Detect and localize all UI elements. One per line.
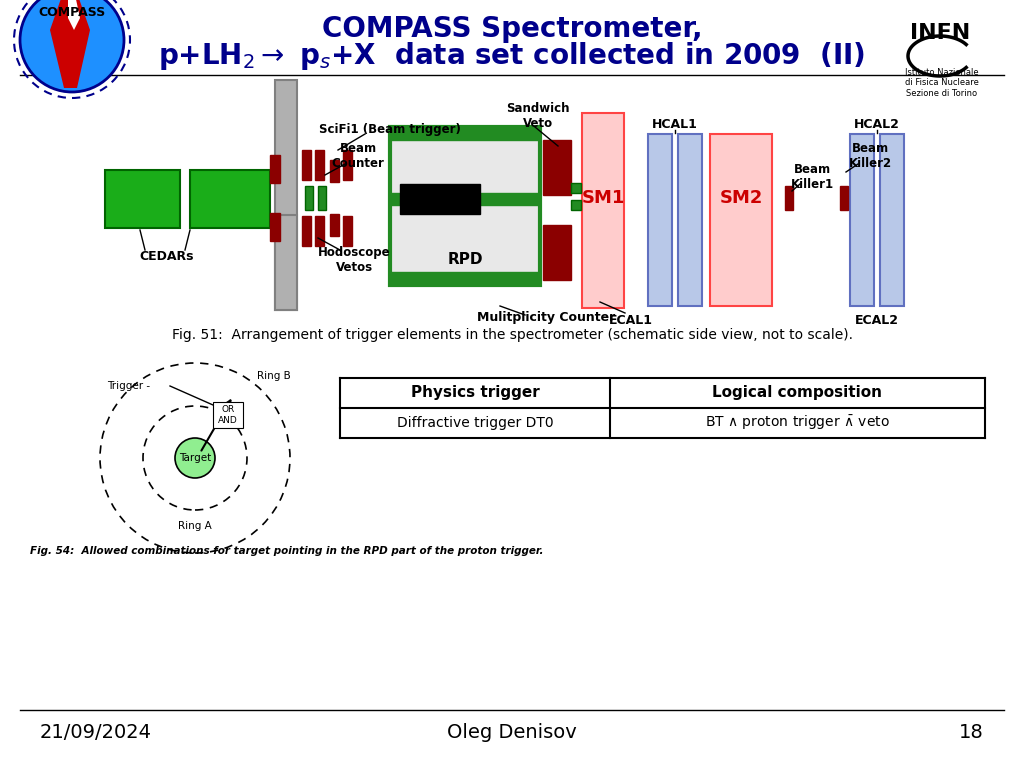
Bar bbox=[105, 170, 180, 228]
Text: Beam
Killer1: Beam Killer1 bbox=[791, 163, 834, 191]
Bar bbox=[330, 214, 339, 236]
Bar bbox=[213, 402, 243, 428]
Text: Ring A: Ring A bbox=[178, 521, 212, 531]
Text: OR
AND: OR AND bbox=[218, 406, 238, 425]
Bar bbox=[305, 186, 313, 210]
Bar bbox=[315, 150, 324, 180]
Polygon shape bbox=[68, 0, 80, 30]
Text: 18: 18 bbox=[959, 723, 984, 743]
Text: Physics trigger: Physics trigger bbox=[411, 386, 540, 400]
Text: Logical composition: Logical composition bbox=[713, 386, 883, 400]
Text: Fig. 51:  Arrangement of trigger elements in the spectrometer (schematic side vi: Fig. 51: Arrangement of trigger elements… bbox=[171, 328, 853, 342]
Text: Beam
Counter: Beam Counter bbox=[332, 142, 384, 170]
Polygon shape bbox=[50, 0, 90, 88]
Text: Istituto Nazionale
di Fisica Nucleare
Sezione di Torino: Istituto Nazionale di Fisica Nucleare Se… bbox=[905, 68, 979, 98]
Text: Diffractive trigger DT0: Diffractive trigger DT0 bbox=[396, 416, 553, 430]
Text: Ring B: Ring B bbox=[257, 371, 291, 381]
Bar bbox=[785, 186, 793, 210]
Bar bbox=[275, 80, 297, 310]
Text: RPD: RPD bbox=[447, 253, 482, 267]
Text: Fig. 54:  Allowed combinations for target pointing in the RPD part of the proton: Fig. 54: Allowed combinations for target… bbox=[30, 546, 544, 556]
Bar bbox=[343, 150, 352, 180]
Bar bbox=[880, 134, 904, 306]
Text: SciFi1 (Beam trigger): SciFi1 (Beam trigger) bbox=[319, 124, 461, 137]
Text: Mulitplicity Counter: Mulitplicity Counter bbox=[477, 312, 615, 325]
Bar bbox=[543, 140, 571, 195]
Circle shape bbox=[175, 438, 215, 478]
Text: Sandwich
Veto: Sandwich Veto bbox=[506, 102, 569, 130]
Bar bbox=[390, 127, 540, 140]
Text: BT $\wedge$ proton trigger $\bar{\wedge}$ veto: BT $\wedge$ proton trigger $\bar{\wedge}… bbox=[706, 414, 890, 432]
Text: COMPASS Spectrometer,: COMPASS Spectrometer, bbox=[322, 15, 702, 43]
Bar bbox=[270, 213, 280, 241]
Bar bbox=[648, 134, 672, 306]
Text: 21/09/2024: 21/09/2024 bbox=[40, 723, 152, 743]
Bar bbox=[190, 170, 270, 228]
Bar bbox=[302, 216, 311, 246]
Bar bbox=[678, 134, 702, 306]
Bar bbox=[390, 272, 540, 285]
Text: ECAL2: ECAL2 bbox=[855, 313, 899, 326]
Bar bbox=[850, 134, 874, 306]
Text: HCAL2: HCAL2 bbox=[854, 118, 900, 131]
Text: Target: Target bbox=[179, 453, 211, 463]
Circle shape bbox=[20, 0, 124, 92]
Text: Hodoscope
Vetos: Hodoscope Vetos bbox=[317, 246, 390, 274]
Bar bbox=[275, 215, 297, 310]
Bar bbox=[710, 134, 772, 306]
Text: INFN: INFN bbox=[910, 23, 970, 43]
Bar bbox=[315, 216, 324, 246]
Bar bbox=[390, 127, 540, 285]
Bar bbox=[390, 193, 540, 205]
Text: SM2: SM2 bbox=[719, 189, 763, 207]
Text: Oleg Denisov: Oleg Denisov bbox=[447, 723, 577, 743]
Text: ECAL1: ECAL1 bbox=[609, 313, 653, 326]
Text: Beam
Killer2: Beam Killer2 bbox=[849, 142, 892, 170]
Bar bbox=[543, 225, 571, 280]
Bar bbox=[582, 113, 624, 308]
Text: Trigger -: Trigger - bbox=[106, 381, 151, 391]
Bar bbox=[400, 184, 480, 214]
Bar bbox=[840, 186, 848, 210]
Bar bbox=[302, 150, 311, 180]
Bar bbox=[571, 200, 581, 210]
Bar bbox=[571, 183, 581, 193]
Bar bbox=[343, 216, 352, 246]
Bar bbox=[330, 160, 339, 182]
Bar bbox=[270, 155, 280, 183]
Text: CEDARs: CEDARs bbox=[139, 250, 195, 263]
Bar bbox=[318, 186, 326, 210]
Text: SM1: SM1 bbox=[582, 189, 625, 207]
Text: COMPASS: COMPASS bbox=[38, 5, 105, 18]
Text: HCAL1: HCAL1 bbox=[652, 118, 698, 131]
Text: p+LH$_2$$\rightarrow$ p$_s$+X  data set collected in 2009  (II): p+LH$_2$$\rightarrow$ p$_s$+X data set c… bbox=[159, 40, 865, 72]
